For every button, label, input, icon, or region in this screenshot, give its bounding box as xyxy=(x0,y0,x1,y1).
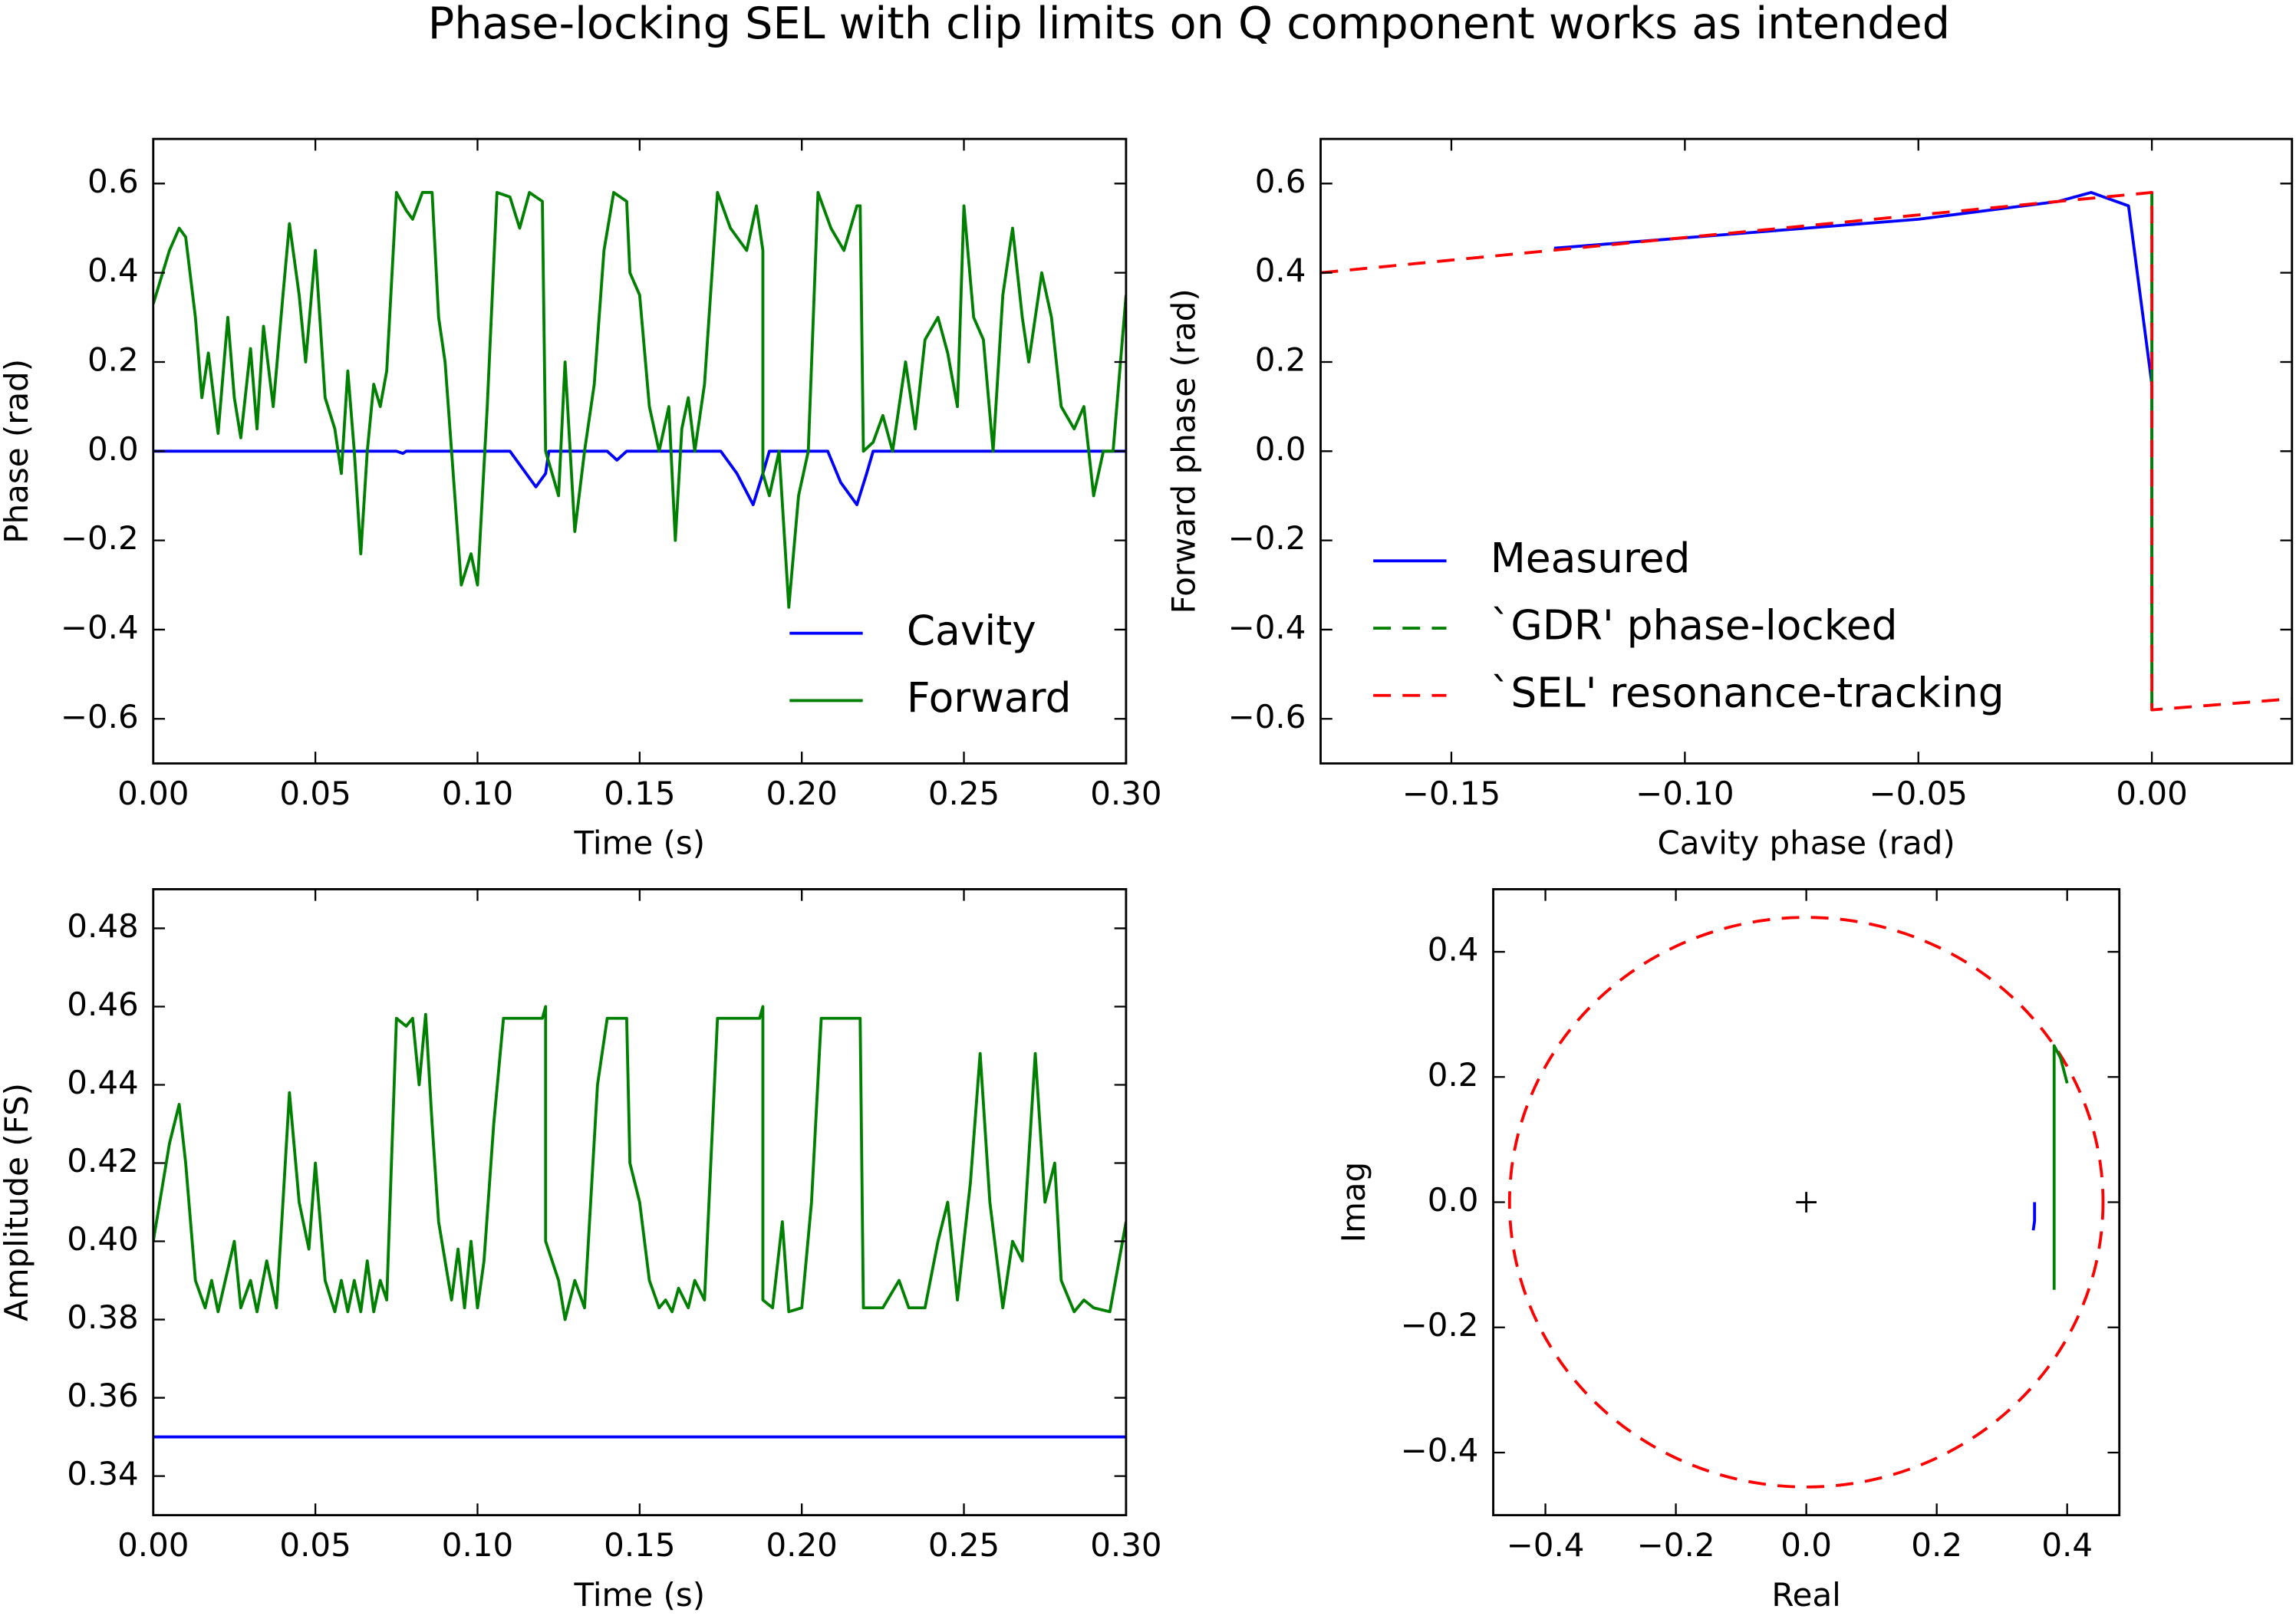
x-tick-label: 0.10 xyxy=(442,775,513,812)
y-tick-label: −0.4 xyxy=(1228,608,1306,646)
series-line xyxy=(153,191,1126,609)
circle xyxy=(1507,916,2105,1489)
series-line xyxy=(2031,1202,2037,1231)
y-axis-label: Amplitude (FS) xyxy=(0,1083,35,1321)
y-axis-label: Forward phase (rad) xyxy=(1165,288,1203,614)
x-tick-label: 0.25 xyxy=(928,1526,1000,1564)
y-tick-label: 0.2 xyxy=(1255,341,1306,378)
x-tick-label: 0.10 xyxy=(442,1526,513,1564)
x-tick-label: −0.15 xyxy=(1402,775,1501,812)
legend-label: `GDR' phase-locked xyxy=(1491,601,1898,650)
y-tick-label: 0.0 xyxy=(87,430,139,468)
x-tick-label: −0.4 xyxy=(1507,1526,1585,1564)
series-line xyxy=(1320,191,2292,712)
x-axis-label: Cavity phase (rad) xyxy=(1658,824,1955,862)
x-tick-label: 0.20 xyxy=(766,775,837,812)
x-tick-label: 0.30 xyxy=(1090,775,1161,812)
y-tick-label: −0.4 xyxy=(61,608,139,646)
x-axis-label: Time (s) xyxy=(574,1576,706,1614)
x-tick-label: 0.05 xyxy=(279,775,351,812)
y-tick-label: 0.6 xyxy=(87,163,139,200)
legend-label: Measured xyxy=(1491,534,1691,582)
y-tick-label: −0.4 xyxy=(1401,1431,1479,1469)
y-tick-label: 0.34 xyxy=(67,1455,138,1492)
x-axis-label: Real xyxy=(1771,1576,1840,1614)
y-tick-label: 0.2 xyxy=(1428,1056,1479,1094)
x-tick-label: 0.15 xyxy=(604,775,675,812)
x-tick-label: 0.2 xyxy=(1911,1526,1962,1564)
x-tick-label: −0.05 xyxy=(1869,775,1968,812)
x-tick-label: 0.25 xyxy=(928,775,1000,812)
y-tick-label: −0.2 xyxy=(1401,1306,1479,1344)
plot-area xyxy=(1507,916,2105,1489)
y-tick-label: 0.38 xyxy=(67,1298,138,1336)
x-tick-label: 0.20 xyxy=(766,1526,837,1564)
y-tick-label: 0.6 xyxy=(1255,163,1306,200)
y-tick-label: 0.42 xyxy=(67,1142,138,1180)
x-tick-label: 0.05 xyxy=(279,1526,351,1564)
plot-area xyxy=(153,191,1126,609)
y-axis-label: Phase (rad) xyxy=(0,359,35,544)
series-line xyxy=(153,1005,1126,1321)
y-tick-label: 0.40 xyxy=(67,1220,138,1258)
series-line xyxy=(2052,1044,2069,1290)
plot-area xyxy=(1320,191,2292,712)
figure-title: Phase-locking SEL with clip limits on Q … xyxy=(428,0,1950,49)
legend-label: Cavity xyxy=(907,606,1036,654)
y-tick-label: 0.4 xyxy=(1428,931,1479,969)
marker xyxy=(1796,1192,1817,1213)
x-axis-label: Time (s) xyxy=(574,824,706,862)
x-tick-label: 0.00 xyxy=(117,1526,189,1564)
x-tick-label: 0.15 xyxy=(604,1526,675,1564)
plot-area xyxy=(153,1005,1126,1439)
y-tick-label: −0.6 xyxy=(1228,698,1306,735)
y-tick-label: 0.46 xyxy=(67,986,138,1023)
y-tick-label: 0.4 xyxy=(1255,252,1306,289)
y-tick-label: 0.2 xyxy=(87,341,139,378)
y-tick-label: 0.0 xyxy=(1255,430,1306,468)
x-tick-label: 0.0 xyxy=(1780,1526,1832,1564)
y-tick-label: 0.0 xyxy=(1428,1181,1479,1219)
y-tick-label: −0.2 xyxy=(1228,519,1306,557)
x-tick-label: 0.30 xyxy=(1090,1526,1161,1564)
legend-label: Forward xyxy=(907,673,1072,722)
y-tick-label: −0.6 xyxy=(61,698,139,735)
y-axis-label: Imag xyxy=(1335,1162,1372,1243)
y-tick-label: −0.2 xyxy=(61,519,139,557)
x-tick-label: −0.2 xyxy=(1637,1526,1715,1564)
x-tick-label: 0.4 xyxy=(2041,1526,2093,1564)
series-line xyxy=(153,449,1126,506)
y-tick-label: 0.4 xyxy=(87,252,139,289)
legend-label: `SEL' resonance-tracking xyxy=(1491,668,2004,716)
y-tick-label: 0.44 xyxy=(67,1064,138,1101)
x-tick-label: 0.00 xyxy=(2116,775,2187,812)
y-tick-label: 0.36 xyxy=(67,1377,138,1414)
y-tick-label: 0.48 xyxy=(67,907,138,945)
x-tick-label: −0.10 xyxy=(1636,775,1734,812)
x-tick-label: 0.00 xyxy=(117,775,189,812)
